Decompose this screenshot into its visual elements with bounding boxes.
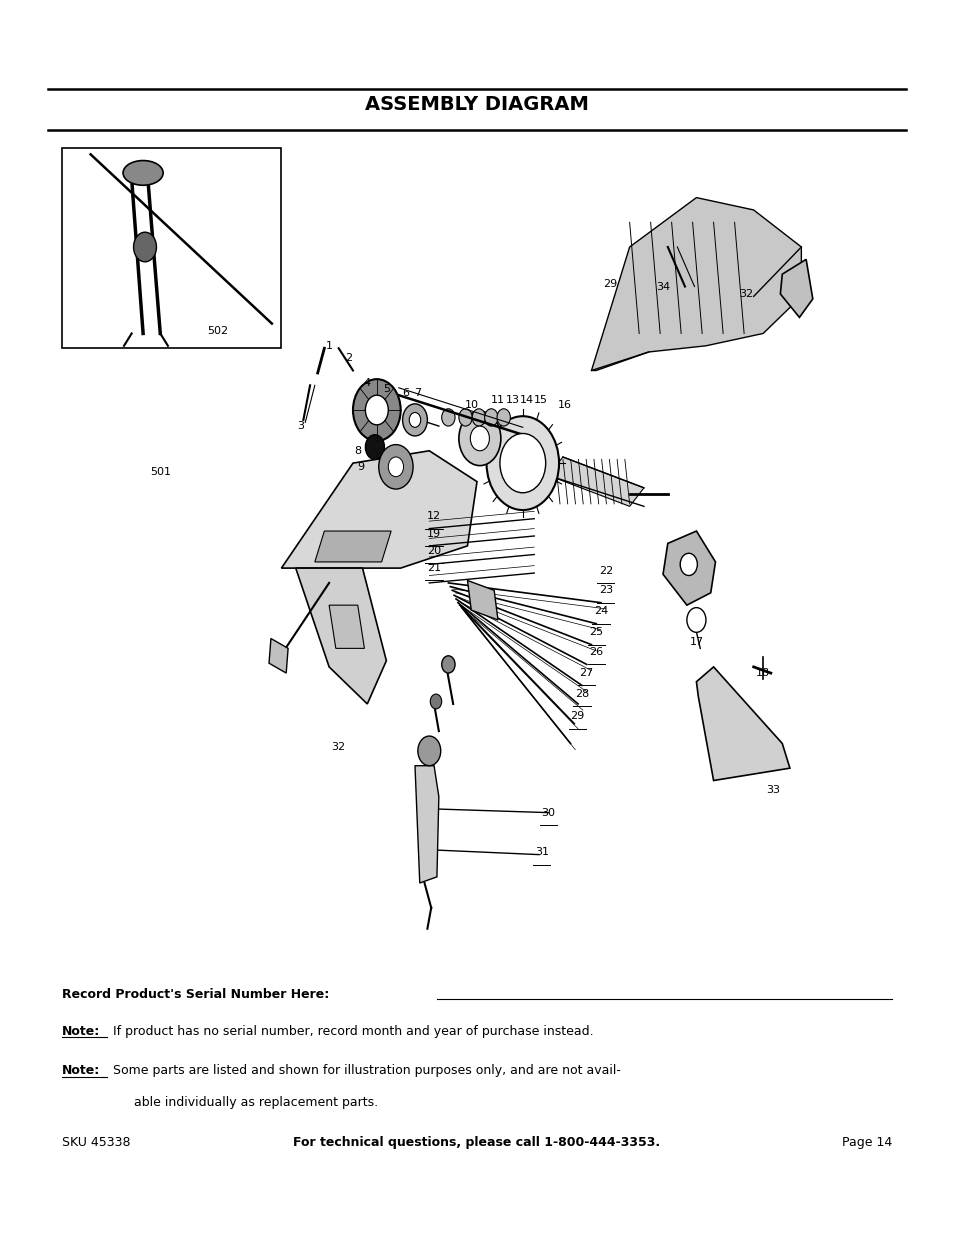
Text: Record Product's Serial Number Here:: Record Product's Serial Number Here:	[62, 988, 329, 1000]
Circle shape	[133, 232, 156, 262]
Text: 25: 25	[589, 627, 602, 637]
Circle shape	[430, 694, 441, 709]
Circle shape	[402, 404, 427, 436]
Text: 32: 32	[332, 742, 345, 752]
Circle shape	[686, 608, 705, 632]
Circle shape	[365, 395, 388, 425]
Circle shape	[458, 409, 472, 426]
Text: 22: 22	[598, 566, 612, 576]
Text: 7: 7	[414, 388, 421, 398]
Text: 33: 33	[765, 785, 779, 795]
Text: 32: 32	[739, 289, 752, 299]
Text: 13: 13	[506, 395, 519, 405]
Text: 30: 30	[541, 808, 555, 818]
Polygon shape	[281, 451, 476, 568]
Polygon shape	[329, 605, 364, 648]
Circle shape	[417, 736, 440, 766]
Text: 8: 8	[354, 446, 361, 456]
Text: 1: 1	[325, 341, 333, 351]
Text: 16: 16	[558, 400, 571, 410]
Text: 31: 31	[535, 847, 548, 857]
Text: 34: 34	[656, 282, 669, 291]
Text: 24: 24	[594, 606, 607, 616]
Text: 11: 11	[491, 395, 504, 405]
Circle shape	[470, 426, 489, 451]
Text: 5: 5	[382, 384, 390, 394]
Polygon shape	[314, 531, 391, 562]
Text: 3: 3	[296, 421, 304, 431]
Text: 20: 20	[427, 546, 440, 556]
Text: Page 14: Page 14	[841, 1136, 891, 1149]
Polygon shape	[780, 259, 812, 317]
Circle shape	[441, 409, 455, 426]
Text: 29: 29	[570, 711, 583, 721]
Text: 9: 9	[356, 462, 364, 472]
Circle shape	[484, 409, 497, 426]
Polygon shape	[662, 531, 715, 605]
Text: 501: 501	[150, 467, 171, 477]
Text: For technical questions, please call 1-800-444-3353.: For technical questions, please call 1-8…	[294, 1136, 659, 1149]
Circle shape	[378, 445, 413, 489]
Circle shape	[365, 435, 384, 459]
Polygon shape	[269, 638, 288, 673]
Text: 10: 10	[465, 400, 478, 410]
Text: 21: 21	[427, 563, 440, 573]
Polygon shape	[548, 457, 643, 506]
Text: 502: 502	[207, 326, 228, 336]
Text: able individually as replacement parts.: able individually as replacement parts.	[133, 1097, 377, 1109]
Text: SKU 45338: SKU 45338	[62, 1136, 131, 1149]
Polygon shape	[415, 766, 438, 883]
Polygon shape	[467, 580, 497, 620]
Text: 12: 12	[427, 511, 440, 521]
Circle shape	[441, 656, 455, 673]
Polygon shape	[295, 568, 386, 704]
Circle shape	[353, 379, 400, 441]
Text: 2: 2	[344, 353, 352, 363]
Text: 27: 27	[579, 668, 593, 678]
Circle shape	[409, 412, 420, 427]
Text: Note:: Note:	[62, 1065, 100, 1077]
Text: 23: 23	[598, 585, 612, 595]
Text: Some parts are listed and shown for illustration purposes only, and are not avai: Some parts are listed and shown for illu…	[112, 1065, 619, 1077]
Text: 26: 26	[589, 647, 602, 657]
Text: 6: 6	[401, 388, 409, 398]
Text: 14: 14	[519, 395, 533, 405]
Text: If product has no serial number, record month and year of purchase instead.: If product has no serial number, record …	[112, 1025, 593, 1037]
Circle shape	[388, 457, 403, 477]
Ellipse shape	[123, 161, 163, 185]
Text: 4: 4	[363, 378, 371, 388]
Text: 18: 18	[756, 668, 769, 678]
Bar	[62, 148, 281, 348]
Text: Note:: Note:	[62, 1025, 100, 1037]
Text: 29: 29	[603, 279, 617, 289]
Circle shape	[486, 416, 558, 510]
Circle shape	[458, 411, 500, 466]
Circle shape	[499, 433, 545, 493]
Circle shape	[679, 553, 697, 576]
Polygon shape	[591, 198, 801, 370]
Circle shape	[472, 409, 485, 426]
Text: 19: 19	[427, 529, 440, 538]
Text: 15: 15	[534, 395, 547, 405]
Text: 17: 17	[689, 637, 702, 647]
Text: ASSEMBLY DIAGRAM: ASSEMBLY DIAGRAM	[365, 95, 588, 115]
Polygon shape	[696, 667, 789, 781]
Text: 28: 28	[575, 689, 588, 699]
Circle shape	[497, 409, 510, 426]
